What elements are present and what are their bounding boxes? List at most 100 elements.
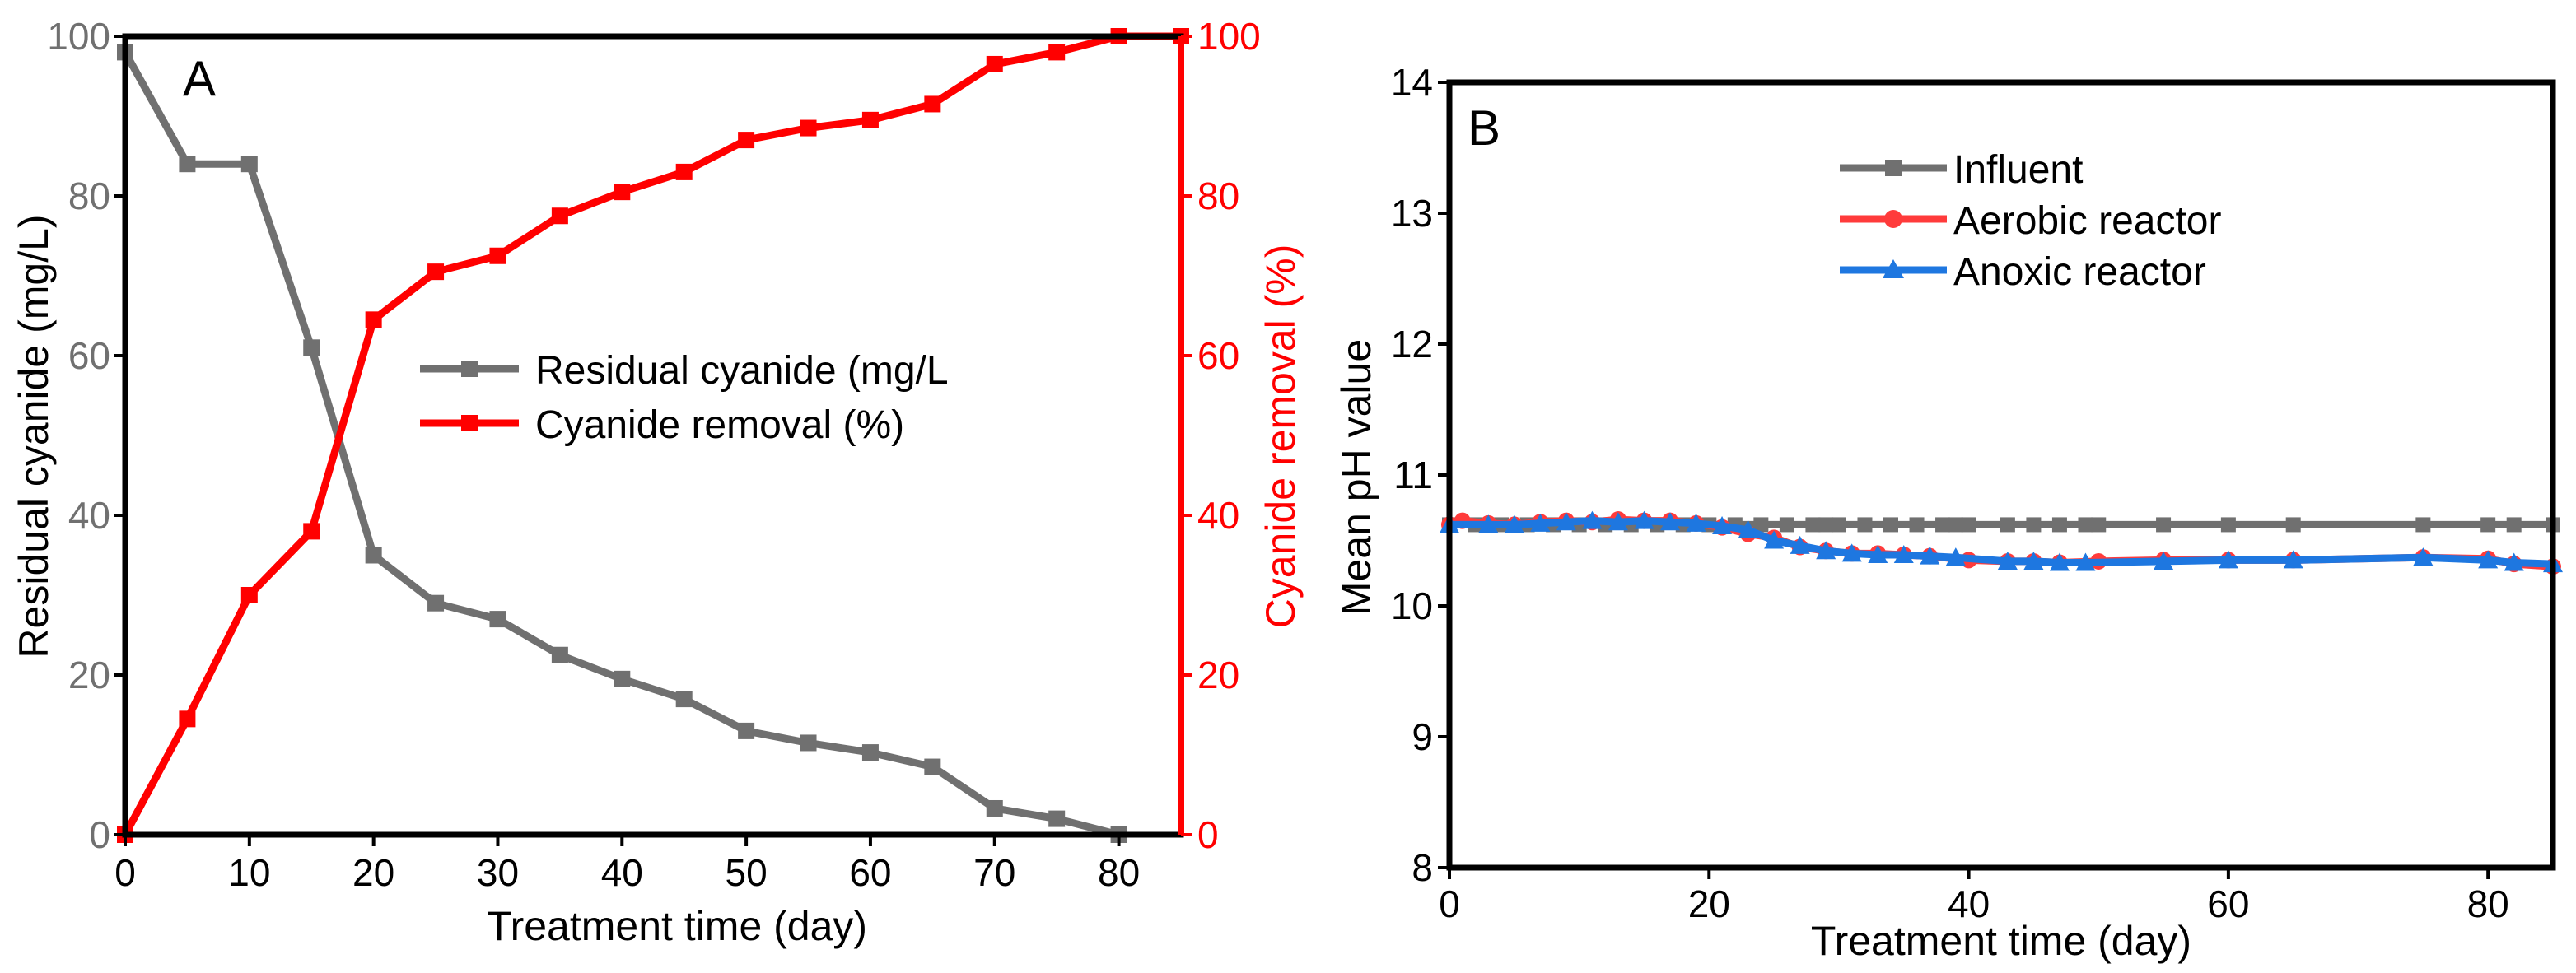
legend-b-aerobic-marker (1884, 210, 1902, 228)
panel-b-legend: Influent Aerobic reactor Anoxic reactor (1840, 148, 2221, 294)
panel-b-y-tick-label: 8 (1412, 846, 1433, 889)
panel-b-point-s2-8 (1660, 512, 1680, 531)
panel-a-x-tick-label: 80 (1098, 851, 1140, 894)
panel-b-y-tick-label: 14 (1391, 61, 1433, 104)
panel-b-x-tick-label: 0 (1439, 882, 1460, 925)
panel-b-point-s0-33 (2506, 517, 2522, 533)
panel-b-marks (1440, 510, 2563, 575)
panel-a-y2-tick-label: 60 (1197, 334, 1239, 377)
panel-a-point-s1-2 (240, 587, 258, 603)
panel-a-point-s1-5 (427, 263, 445, 281)
panel-a-y2-tick-label: 80 (1197, 175, 1239, 217)
panel-b-point-s2-4 (1556, 512, 1576, 531)
panel-a-y-tick-label: 0 (89, 813, 110, 856)
panel-b-point-s0-18 (1883, 517, 1898, 533)
panel-b-point-s2-10 (1712, 516, 1733, 535)
panel-b-point-s0-21 (1948, 517, 1963, 533)
panel-b-y-tick-label: 12 (1391, 323, 1433, 365)
panel-b-point-s2-19 (1945, 547, 1966, 566)
panel-a-point-s1-12 (861, 111, 879, 128)
panel-b-x-tick-label: 20 (1688, 882, 1730, 925)
panel-b-point-s0-24 (2026, 517, 2042, 533)
panel-b-letter: B (1468, 100, 1500, 156)
panel-a-point-s1-10 (738, 132, 755, 149)
panel-a-y2-tick-label: 0 (1197, 813, 1219, 856)
panel-b-y-tick-label: 13 (1391, 192, 1433, 235)
panel-a-point-s0-12 (861, 744, 879, 761)
panel-a-x-tick-label: 70 (973, 851, 1015, 894)
panel-a-point-s1-3 (303, 523, 320, 540)
panel-a: A 0 10 20 30 40 50 60 70 80 0 20 40 60 80 100 0 20 40 60… (11, 15, 1304, 949)
panel-a-y-tick-label: 40 (68, 494, 110, 537)
panel-b-y-tick-label: 11 (1393, 454, 1433, 496)
panel-a-x-tick-label: 10 (228, 851, 270, 894)
legend-b-anoxic-label: Anoxic reactor (1953, 250, 2206, 294)
panel-a-point-s0-6 (489, 611, 506, 628)
panel-a-point-s1-1 (179, 710, 196, 728)
panel-a-y2-tick-label: 100 (1197, 15, 1261, 58)
panel-a-point-s0-4 (365, 547, 382, 564)
legend-a-gray-marker (461, 361, 478, 377)
legend-a-removal-label: Cyanide removal (%) (535, 403, 904, 447)
panel-b-x-ticks: 0 20 40 60 80 (1439, 868, 2509, 925)
legend-b-influent-marker (1885, 160, 1902, 176)
panel-a-x-tick-label: 20 (352, 851, 394, 894)
panel-a-y-tick-label: 100 (47, 15, 110, 58)
panel-a-x-label: Treatment time (day) (487, 903, 867, 949)
panel-b-point-s2-20 (1997, 551, 2018, 570)
panel-a-point-s0-5 (427, 594, 445, 612)
legend-b-influent-label: Influent (1953, 148, 2083, 192)
legend-a-red-marker (461, 415, 478, 431)
panel-a-point-s1-13 (924, 95, 941, 113)
panel-b-point-s2-9 (1686, 513, 1706, 532)
panel-b-point-s2-1 (1478, 514, 1499, 533)
panel-a-point-s0-8 (614, 670, 631, 687)
panel-b-point-s0-32 (2480, 517, 2496, 533)
panel-b-point-s0-16 (1831, 517, 1846, 533)
panel-a-x-tick-label: 40 (601, 851, 643, 894)
panel-a-point-s1-4 (365, 311, 382, 328)
panel-a-point-s0-13 (924, 758, 941, 775)
panel-b-point-s2-22 (2049, 552, 2070, 571)
panel-b-point-s0-17 (1857, 517, 1873, 533)
panel-a-point-s0-15 (1048, 810, 1066, 827)
panel-b-point-s2-24 (2154, 551, 2174, 570)
panel-b-point-s2-12 (1764, 530, 1785, 549)
panel-b-point-s0-23 (2000, 517, 2015, 533)
panel-b-point-s0-28 (2156, 517, 2172, 533)
panel-a-point-s0-1 (179, 156, 196, 173)
panel-a-point-s1-9 (675, 163, 693, 180)
panel-b-point-s0-25 (2051, 517, 2067, 533)
panel-a-point-s0-10 (738, 722, 755, 739)
panel-a-x-tick-label: 0 (114, 851, 136, 894)
panel-b-point-s2-29 (2504, 552, 2524, 571)
panel-b-point-s2-17 (1893, 544, 1914, 563)
panel-b-y-tick-label: 9 (1412, 715, 1433, 758)
panel-b-point-s2-28 (2478, 550, 2499, 569)
panel-b-point-s2-2 (1504, 514, 1524, 533)
panel-a-legend: Residual cyanide (mg/L Cyanide removal (… (420, 349, 949, 447)
panel-b-y-tick-label: 10 (1391, 584, 1433, 627)
panel-b-point-s2-18 (1920, 546, 1940, 565)
panel-a-y-tick-label: 20 (68, 654, 110, 696)
panel-b-point-s2-6 (1608, 512, 1628, 531)
panel-a-x-tick-label: 60 (849, 851, 891, 894)
panel-b-y-label: Mean pH value (1333, 339, 1379, 616)
panel-b-x-label: Treatment time (day) (1811, 918, 2191, 964)
panel-b: B 0 20 40 60 80 8 9 10 11 12 13 14 Treatment time … (1333, 61, 2563, 964)
legend-b-anoxic-marker (1883, 259, 1904, 278)
panel-a-letter: A (183, 51, 216, 106)
panel-b-point-s0-19 (1909, 517, 1925, 533)
panel-b-x-tick-label: 60 (2207, 882, 2249, 925)
panel-b-point-s0-31 (2415, 517, 2431, 533)
panel-b-point-s0-30 (2285, 517, 2301, 533)
panel-a-point-s1-6 (489, 247, 506, 264)
panel-a-point-s1-11 (800, 119, 817, 137)
panel-a-point-s1-15 (1048, 44, 1066, 61)
panel-a-y-tick-label: 80 (68, 175, 110, 217)
panel-b-y-ticks: 8 9 10 11 12 13 14 (1391, 61, 1449, 889)
panel-b-point-s2-5 (1582, 510, 1603, 529)
panel-b-point-s2-21 (2023, 551, 2044, 570)
panel-a-series-line-1 (122, 32, 1181, 837)
